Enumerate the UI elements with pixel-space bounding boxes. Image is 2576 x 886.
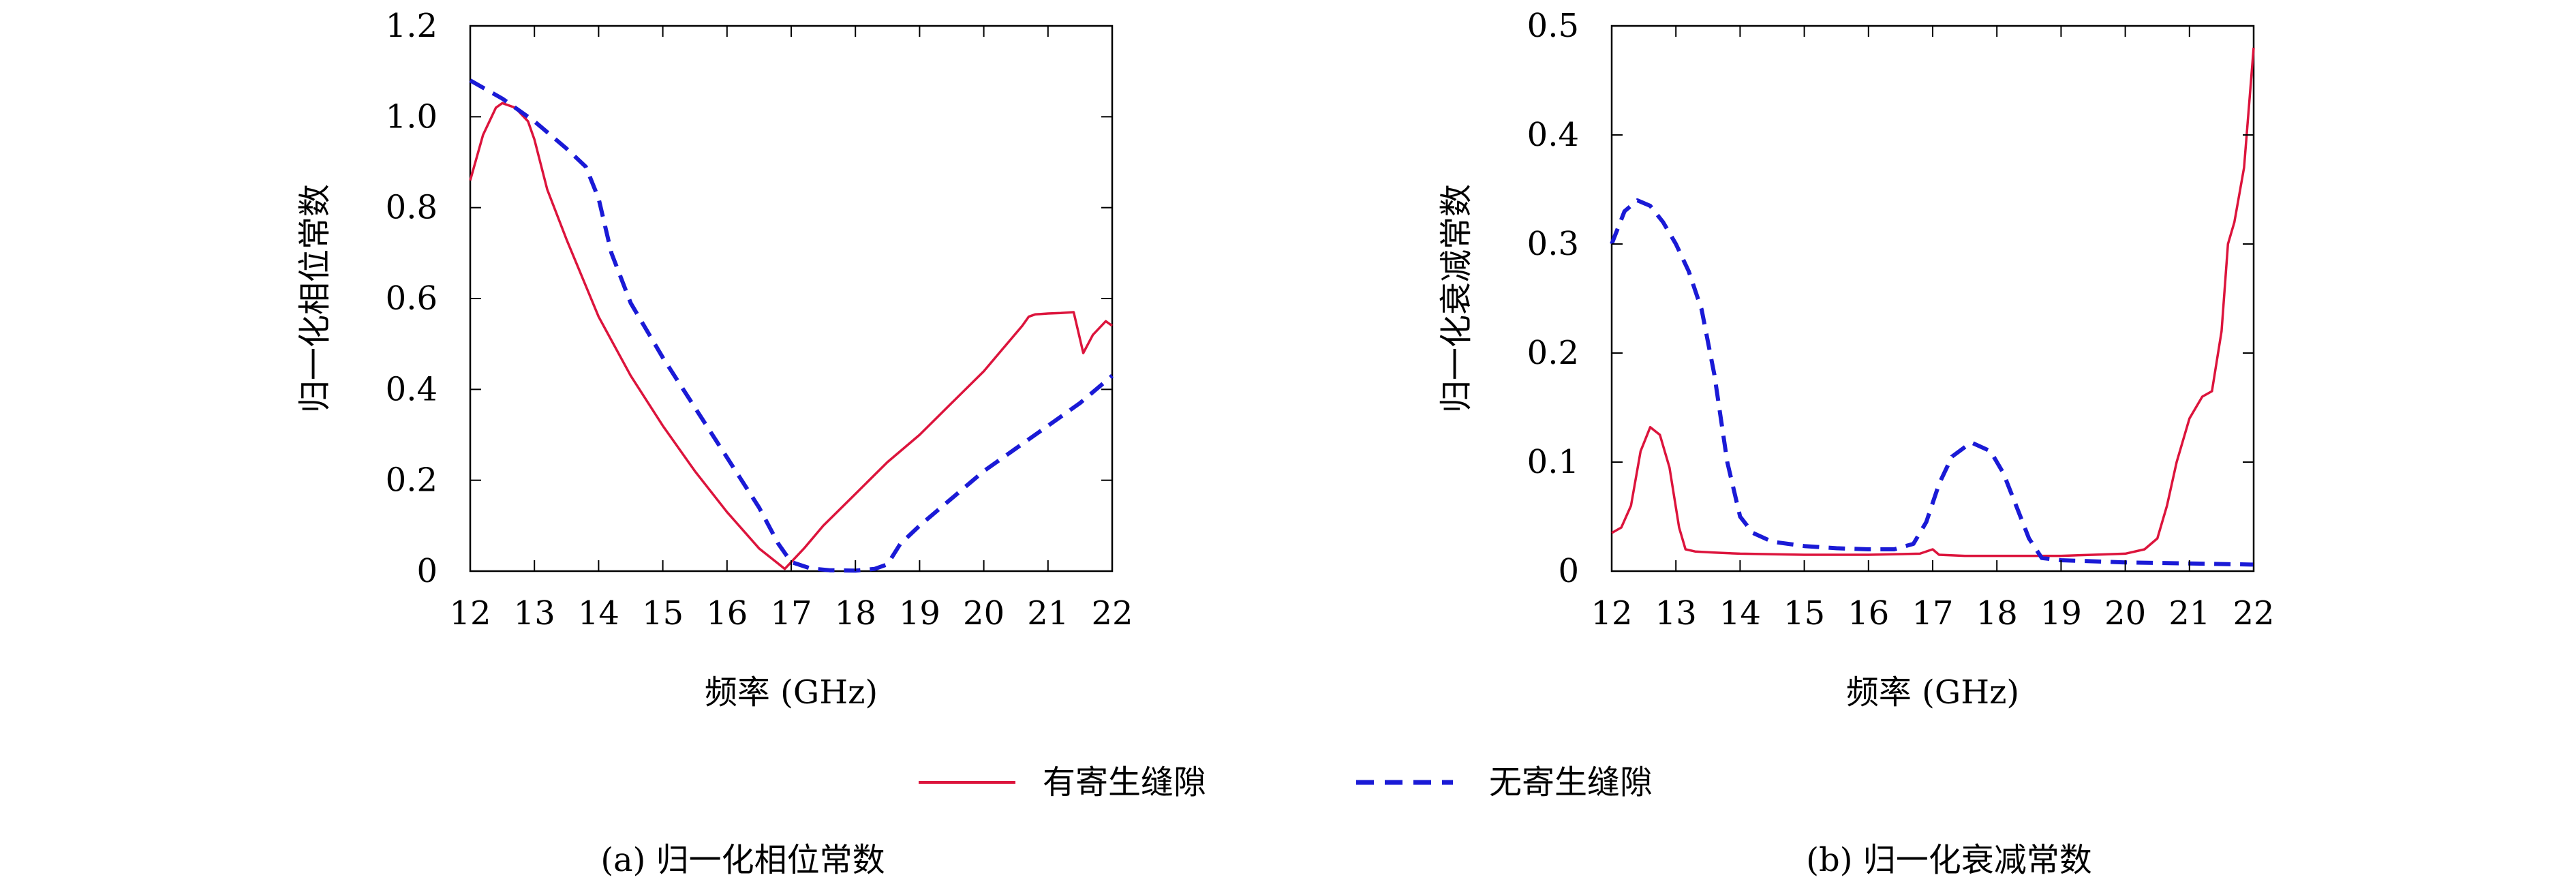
legend-label-with-slot: 有寄生缝隙: [1043, 763, 1206, 801]
attenuation-constant-chart: 12 13 14 15 16 17 18 19 20 21 22 00.10.20.30.40.5 …: [1437, 7, 2275, 879]
attenuation-x-axis-label: 频率 (GHz): [1846, 673, 2019, 712]
phase-y-ticks: 0 0.2 0.4 0.6 0.8 1.0 1.2: [386, 7, 1112, 590]
phase-series-with-slot-line: [469, 102, 1114, 570]
attenuation-x-tick-label: 19: [2040, 594, 2082, 632]
attenuation-x-tick-label: 18: [1976, 594, 2018, 632]
attenuation-x-tick-label: 12: [1591, 594, 1632, 632]
phase-x-tick-label: 22: [1091, 594, 1133, 632]
phase-x-tick-label: 16: [706, 594, 748, 632]
attenuation-x-tick-label: 22: [2233, 594, 2274, 632]
attenuation-y-tick-label: 0: [1558, 552, 1579, 590]
phase-y-axis-label: 归一化相位常数: [296, 184, 334, 413]
phase-x-tick-label: 13: [514, 594, 555, 632]
phase-y-tick-label: 0.6: [386, 279, 438, 318]
phase-series-without-slot-line: [469, 78, 1114, 573]
attenuation-y-ticks: 0 0.1 0.2 0.3 0.4 0.5: [1527, 7, 2254, 590]
attenuation-caption: (b) 归一化衰减常数: [1806, 841, 2091, 879]
phase-y-tick-label: 0.8: [386, 189, 438, 227]
attenuation-x-tick-label: 13: [1655, 594, 1697, 632]
phase-y-tick-label: 0.2: [386, 461, 438, 500]
phase-series-group: [469, 78, 1114, 573]
phase-x-tick-label: 19: [899, 594, 940, 632]
legend: 有寄生缝隙 无寄生缝隙: [919, 763, 1653, 801]
phase-x-tick-label: 12: [449, 594, 491, 632]
attenuation-y-tick-label: 0.1: [1527, 443, 1579, 481]
attenuation-y-tick-label: 0.4: [1527, 116, 1579, 154]
phase-y-tick-label: 1.2: [386, 7, 438, 45]
attenuation-x-tick-label: 15: [1783, 594, 1825, 632]
phase-x-ticks: 12 13 14 15 16 17 18 19 20 21 22: [449, 26, 1133, 632]
phase-caption: (a) 归一化相位常数: [600, 841, 885, 879]
phase-x-tick-label: 17: [770, 594, 812, 632]
attenuation-plot-frame: [1610, 25, 2255, 572]
attenuation-x-tick-label: 21: [2168, 594, 2210, 632]
attenuation-x-tick-label: 20: [2104, 594, 2146, 632]
attenuation-x-ticks: 12 13 14 15 16 17 18 19 20 21 22: [1591, 26, 2275, 632]
attenuation-y-tick-label: 0.2: [1527, 334, 1579, 372]
phase-x-axis-label: 频率 (GHz): [705, 673, 878, 712]
phase-x-tick-label: 18: [835, 594, 876, 632]
attenuation-x-tick-label: 16: [1847, 594, 1889, 632]
phase-plot-frame: [469, 25, 1114, 572]
attenuation-series-group: [1610, 47, 2255, 567]
attenuation-series-with-slot-line: [1611, 47, 2255, 557]
phase-constant-chart: 12 13 14 15 16 17 18 19 20 21 22 0 0.2 0.4 0.6 0.8 1.0 1…: [296, 7, 1133, 879]
attenuation-x-tick-label: 17: [1912, 594, 1953, 632]
attenuation-y-axis-label: 归一化衰减常数: [1437, 184, 1475, 413]
legend-label-without-slot: 无寄生缝隙: [1489, 763, 1653, 801]
phase-y-tick-label: 1.0: [386, 97, 438, 136]
attenuation-y-tick-label: 0.3: [1527, 225, 1579, 263]
attenuation-y-tick-label: 0.5: [1527, 7, 1579, 45]
phase-x-tick-label: 14: [578, 594, 619, 632]
phase-x-tick-label: 15: [642, 594, 684, 632]
phase-y-tick-label: 0.4: [386, 370, 438, 408]
phase-y-tick-label: 0: [416, 552, 438, 590]
attenuation-series-without-slot-line: [1610, 198, 2254, 567]
phase-x-tick-label: 21: [1027, 594, 1069, 632]
attenuation-x-tick-label: 14: [1719, 594, 1761, 632]
phase-x-tick-label: 20: [963, 594, 1005, 632]
